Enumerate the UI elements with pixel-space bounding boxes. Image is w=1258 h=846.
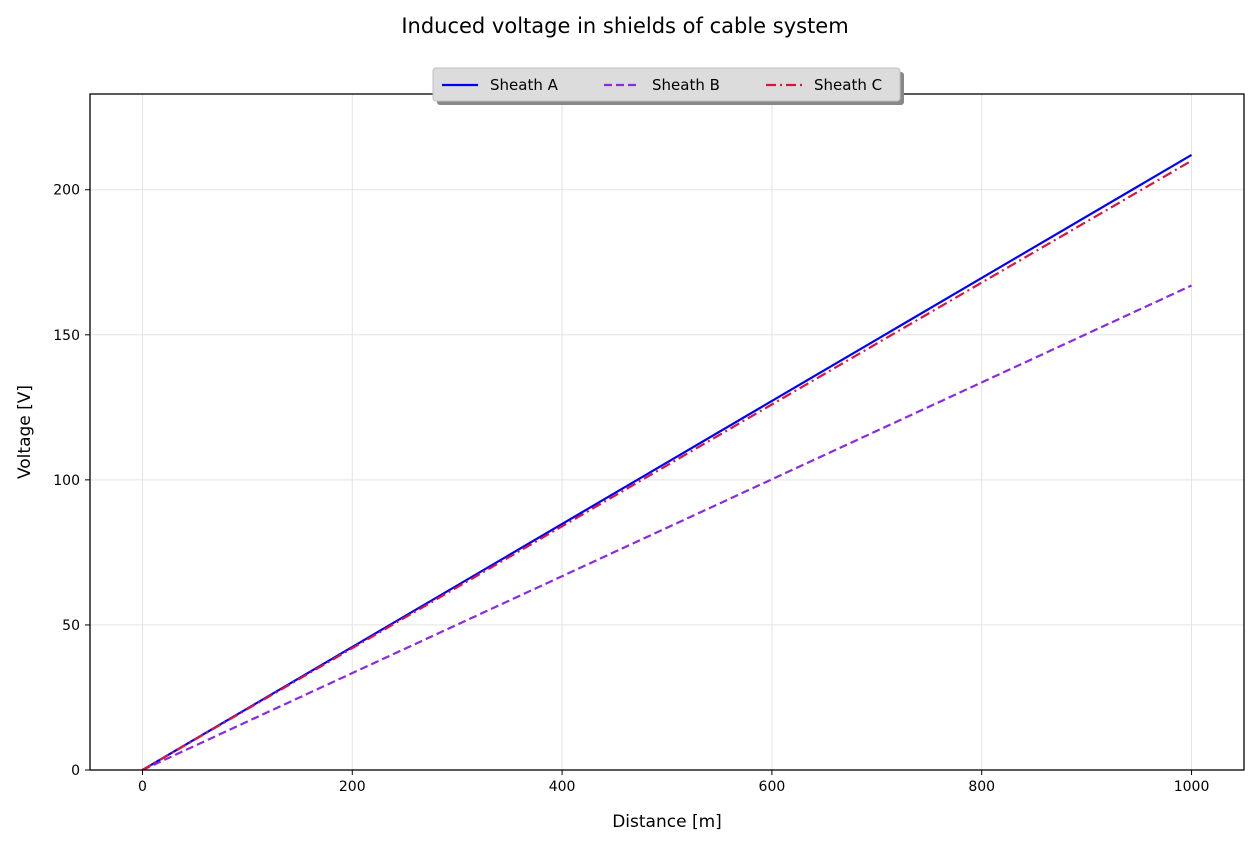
x-tick-label: 0 <box>138 779 147 795</box>
legend: Sheath A Sheath B Sheath C <box>432 67 904 105</box>
y-tick-label: 150 <box>53 328 80 344</box>
series-line-sheath-c <box>141 159 1193 770</box>
x-tick-label: 800 <box>968 779 995 795</box>
legend-label-sheath-a: Sheath A <box>490 76 559 94</box>
y-axis-label: Voltage [V] <box>15 385 35 479</box>
grid-lines <box>90 94 1244 771</box>
y-tick-label: 100 <box>53 473 80 489</box>
x-tick-label: 200 <box>339 779 366 795</box>
series-line-sheath-b <box>141 284 1193 770</box>
axis-ticks: 0 200 400 600 800 1000 0 50 100 150 200 <box>53 183 1209 795</box>
x-tick-label: 1000 <box>1174 779 1210 795</box>
plot-frame <box>89 93 1245 771</box>
x-axis-label: Distance [m] <box>612 812 722 832</box>
y-tick-label: 200 <box>53 183 80 199</box>
x-tick-label: 600 <box>759 779 786 795</box>
legend-label-sheath-b: Sheath B <box>652 76 720 94</box>
y-tick-label: 0 <box>71 763 80 779</box>
series-lines <box>141 153 1193 770</box>
chart-title: Induced voltage in shields of cable syst… <box>401 14 848 38</box>
y-tick-label: 50 <box>62 618 80 634</box>
legend-label-sheath-c: Sheath C <box>814 76 882 94</box>
legend-box <box>432 67 901 102</box>
x-tick-label: 400 <box>549 779 576 795</box>
